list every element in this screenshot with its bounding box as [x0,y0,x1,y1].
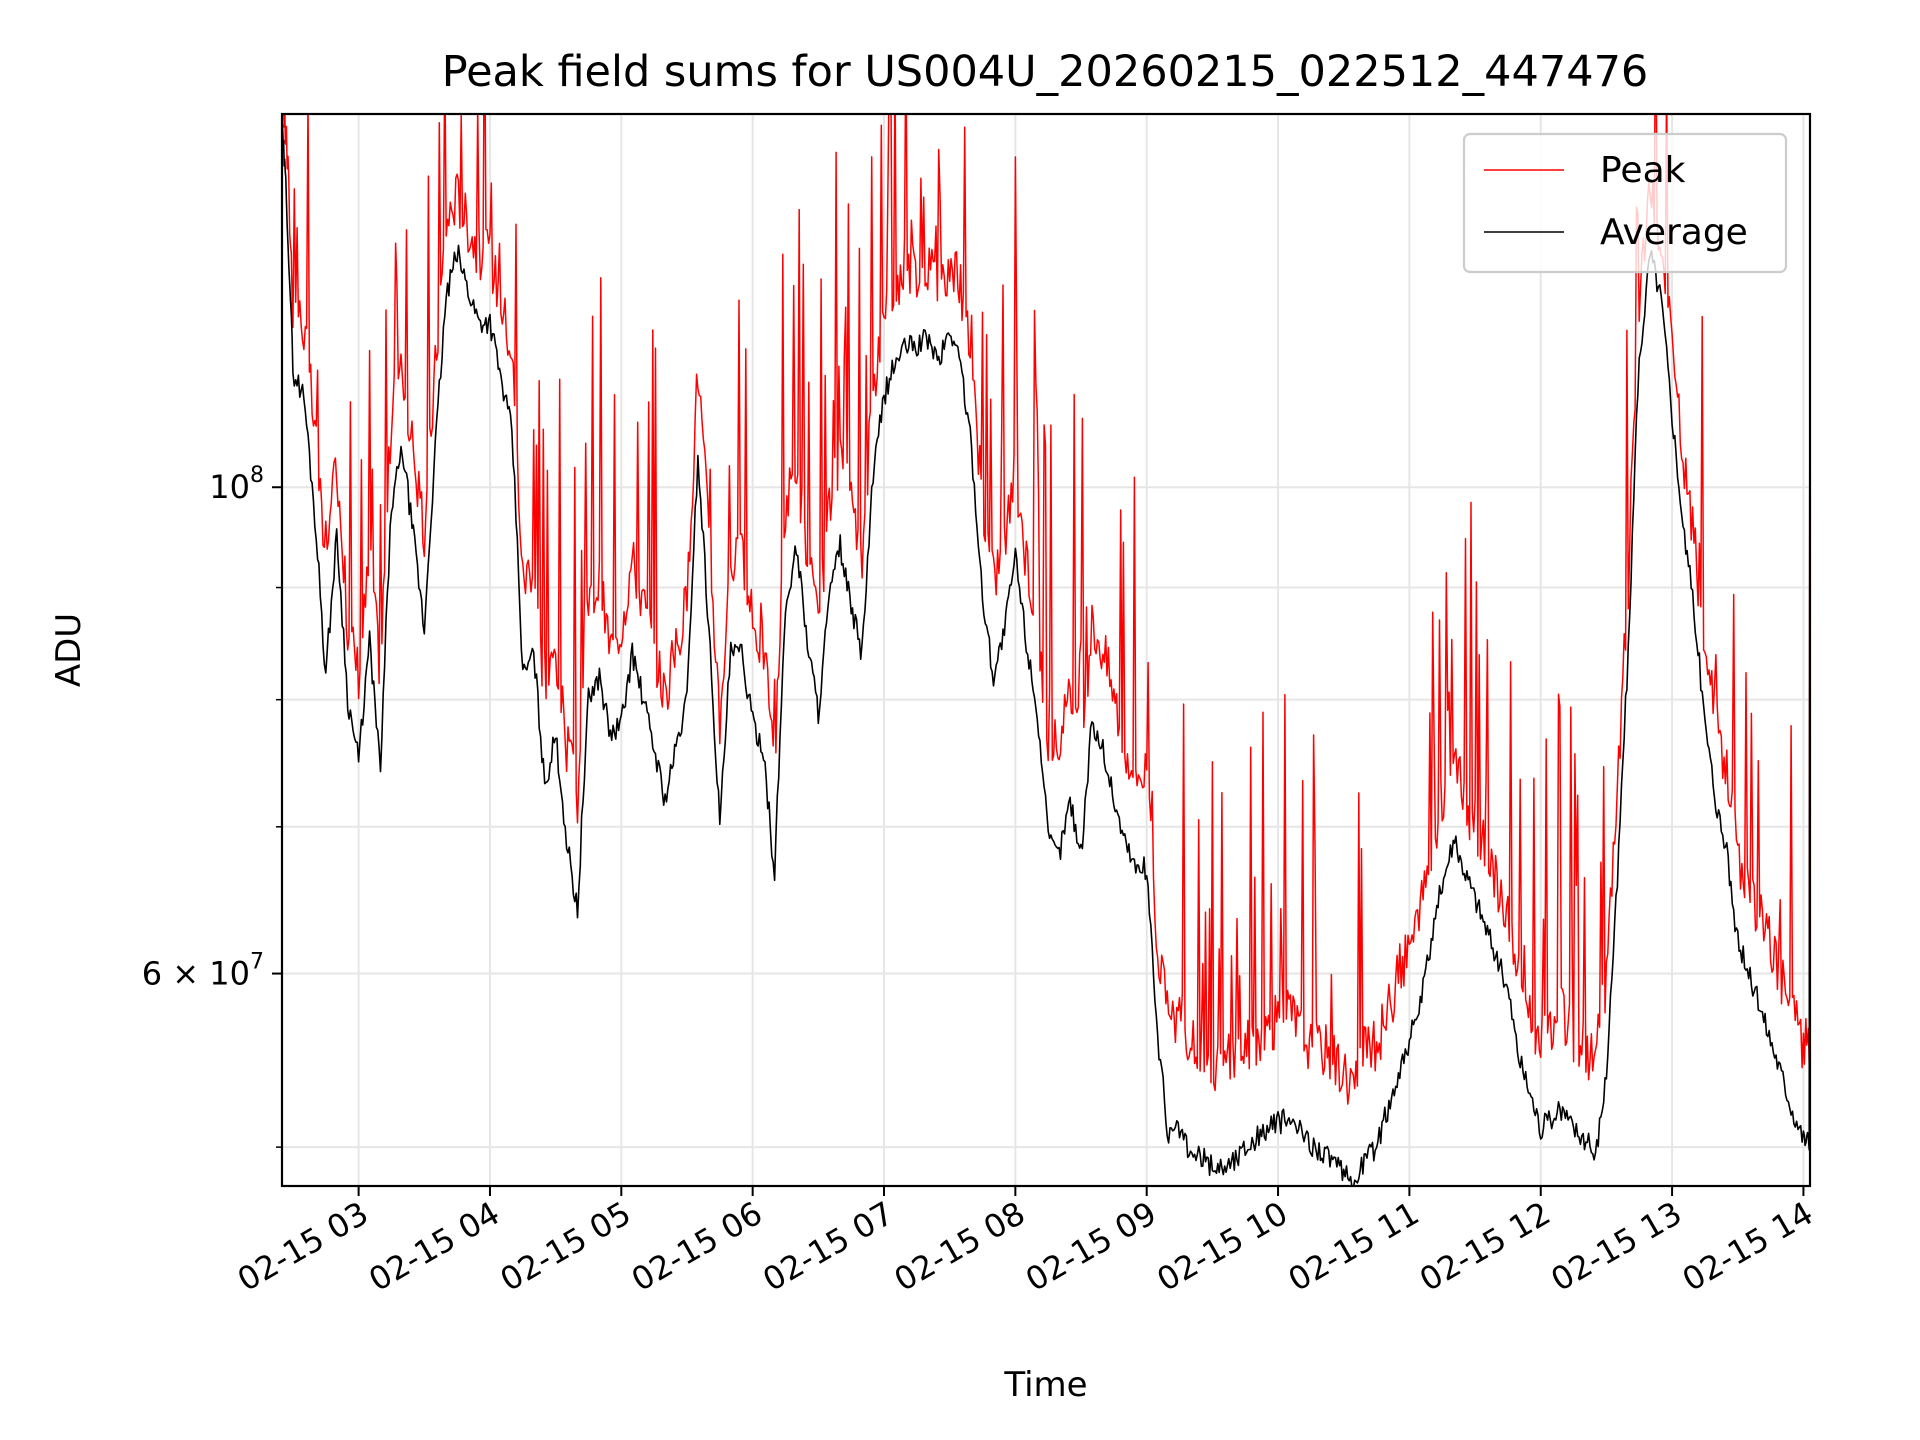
y-axis-label: ADU [49,613,89,687]
legend: Peak Average [1462,132,1788,274]
plot-frame [280,112,1812,1188]
legend-label-peak: Peak [1600,150,1686,191]
chart-title: Peak field sums for US004U_20260215_0225… [442,47,1649,97]
x-axis-label: Time [1003,1365,1087,1405]
legend-label-average: Average [1600,212,1748,253]
plot-series [282,114,1810,1186]
series-line-average [282,123,1810,1186]
series-line-peak [283,114,1810,1105]
legend-box [1462,132,1788,274]
y-tick-label: 6 × 107 [142,950,264,993]
